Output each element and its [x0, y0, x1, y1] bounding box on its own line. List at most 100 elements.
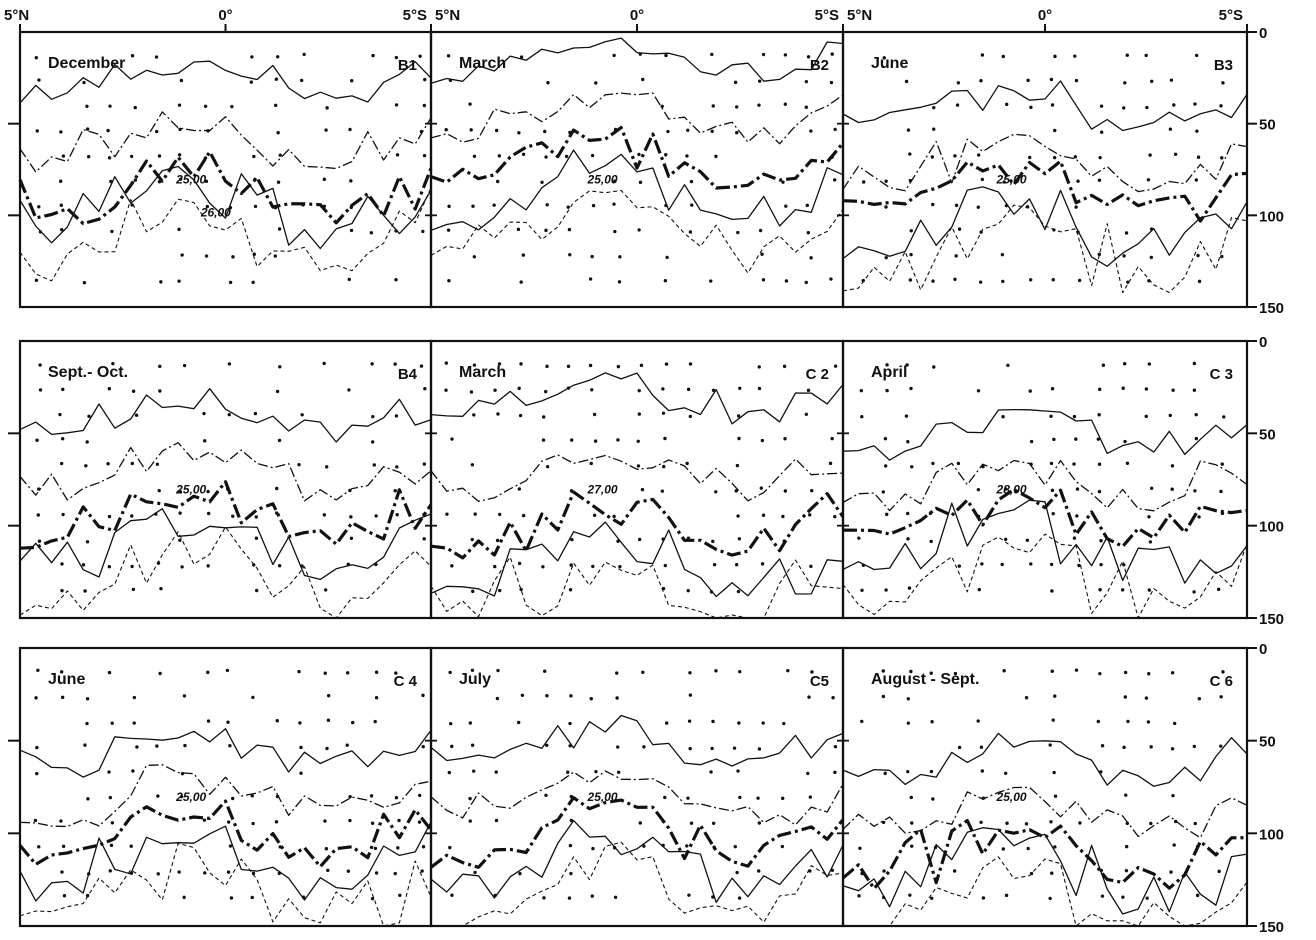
station-dot: [111, 361, 115, 366]
station-dot: [180, 565, 184, 569]
station-dot: [159, 280, 163, 284]
x-tick-label: 5°S: [403, 7, 427, 24]
station-dot: [760, 438, 765, 443]
panel-code-label: B1: [398, 57, 417, 74]
station-dot: [804, 79, 809, 84]
station-dot: [568, 253, 572, 257]
station-dot: [857, 536, 861, 540]
station-dot: [35, 129, 39, 133]
station-dot: [804, 412, 809, 416]
station-dot: [956, 81, 961, 85]
station-dot: [374, 514, 378, 518]
station-dot: [833, 178, 837, 182]
panel-frame: [429, 646, 845, 928]
y-tick-label: 0: [1259, 25, 1267, 42]
station-dot: [182, 363, 187, 368]
station-dot: [348, 794, 352, 799]
station-dot: [493, 388, 497, 392]
station-dot: [493, 564, 497, 569]
station-dot: [591, 203, 596, 208]
station-dot: [543, 129, 547, 134]
station-dot: [472, 413, 476, 417]
station-dot: [712, 562, 717, 567]
x-tick-label: 5°N: [4, 7, 29, 24]
station-dot: [1219, 489, 1223, 494]
station-dot: [714, 154, 718, 159]
station-dot: [370, 896, 375, 901]
station-dot: [519, 587, 523, 592]
station-dot: [516, 720, 521, 725]
station-dot: [613, 229, 617, 234]
station-dot: [1195, 129, 1199, 133]
station-dot: [618, 255, 622, 259]
station-dot: [393, 871, 397, 876]
station-dot: [808, 513, 812, 517]
station-dot: [564, 154, 569, 159]
station-dot: [685, 154, 689, 158]
station-dot: [1028, 389, 1032, 393]
station-dot: [420, 869, 424, 873]
contour-line: [842, 204, 1248, 294]
station-dot: [1173, 152, 1178, 156]
station-dot: [109, 843, 114, 848]
station-dot: [107, 387, 112, 391]
station-dot: [322, 513, 327, 517]
station-dot: [421, 229, 425, 234]
station-dot: [931, 202, 935, 207]
station-dot: [81, 563, 86, 567]
station-dot: [468, 721, 473, 725]
station-dot: [735, 131, 739, 135]
station-dot: [637, 228, 641, 232]
station-dot: [325, 465, 329, 469]
station-dot: [976, 719, 980, 723]
station-dot: [738, 795, 742, 800]
station-dot: [1193, 489, 1197, 493]
station-dot: [687, 719, 692, 723]
station-dot: [1048, 743, 1052, 747]
station-dot: [85, 893, 90, 898]
station-dot: [231, 796, 235, 801]
station-dot: [642, 745, 646, 749]
contour-line: [842, 499, 1248, 584]
contour-line: [19, 764, 432, 828]
station-dot: [519, 55, 524, 59]
station-dot: [546, 80, 550, 85]
station-dot: [447, 278, 451, 283]
station-dot: [1050, 669, 1054, 673]
station-dot: [689, 179, 694, 184]
contour-line: [430, 92, 844, 145]
station-dot: [637, 537, 642, 542]
panel-b1: December B1 25,00 26,00: [18, 30, 433, 309]
station-dot: [1053, 845, 1057, 849]
contour-line: [18, 799, 433, 869]
station-dot: [1029, 439, 1034, 444]
station-dot: [275, 389, 280, 394]
station-dot: [804, 280, 808, 285]
station-dot: [322, 177, 327, 182]
station-dot: [829, 80, 834, 85]
panel-code-label: B4: [398, 366, 418, 383]
station-dot: [711, 719, 715, 724]
station-dot: [422, 537, 426, 541]
station-dot: [710, 129, 714, 133]
station-dot: [1170, 487, 1174, 491]
station-dot: [1219, 695, 1223, 699]
station-dot: [910, 844, 914, 848]
station-dot: [1172, 721, 1177, 726]
station-dot: [206, 670, 210, 675]
contour-line: [19, 821, 432, 902]
station-dot: [687, 893, 691, 897]
station-dot: [904, 414, 909, 418]
station-dot: [518, 413, 523, 418]
station-dot: [157, 154, 162, 158]
station-dot: [1099, 539, 1103, 543]
station-dot: [1126, 280, 1130, 284]
station-dot: [231, 514, 235, 518]
station-dot: [107, 670, 112, 675]
station-dot: [59, 203, 63, 207]
station-dot: [203, 104, 208, 108]
station-dot: [110, 721, 114, 725]
station-dot: [468, 102, 472, 106]
station-dot: [737, 537, 742, 541]
station-dot: [1169, 870, 1173, 874]
